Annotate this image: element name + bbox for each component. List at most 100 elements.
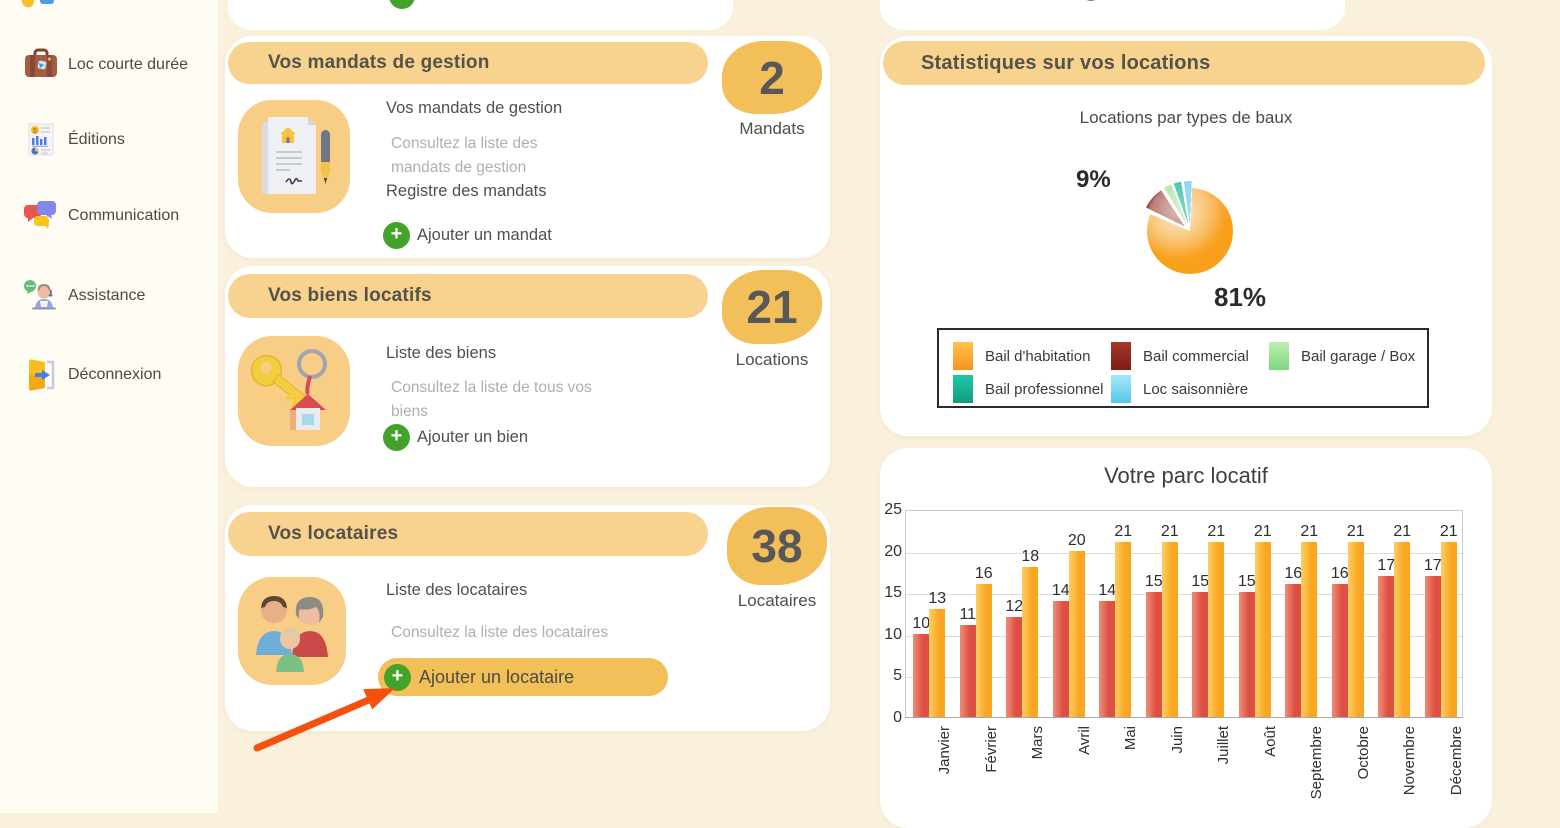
sidebar-item-label: Déconnexion	[68, 366, 162, 383]
mandats-count-label: Mandats	[739, 119, 805, 138]
partial-card-top-middle	[228, 0, 733, 30]
legend-label: Bail garage / Box	[1301, 347, 1416, 365]
bar-value-label: 14	[1051, 581, 1070, 599]
locataires-description: Consultez la liste des locataires	[391, 624, 609, 641]
bar-value-label: 10	[912, 614, 931, 632]
pie-chart	[1141, 181, 1233, 274]
pie-label-commercial: 9%	[1076, 166, 1111, 193]
legend-label: Bail professionnel	[985, 380, 1104, 398]
bar-value-label: 11	[959, 606, 977, 624]
bar-red-juin	[1145, 592, 1162, 717]
bar-value-label: 21	[1346, 523, 1365, 541]
y-tick-label: 15	[884, 584, 902, 602]
card-locataires-header: Vos locataires	[228, 512, 708, 556]
link-locataires-list[interactable]: Liste des locataires	[386, 581, 528, 599]
sidebar-item-communication[interactable]: Communication	[0, 197, 218, 237]
bar-value-label: 20	[1067, 531, 1086, 549]
locataires-count-label: Locataires	[737, 591, 817, 610]
bar-value-label: 21	[1160, 523, 1179, 541]
legend-item: Bail d'habitation	[953, 342, 1090, 370]
legend-swatch	[1111, 375, 1131, 403]
legend-item: Bail garage / Box	[1269, 342, 1415, 370]
add-locataire-button[interactable]: Ajouter un locataire	[378, 658, 668, 696]
bar-red-octobre	[1331, 583, 1348, 717]
legend-item: Loc saisonnière	[1111, 375, 1248, 403]
gridline	[906, 677, 1462, 679]
svg-text:$: $	[33, 128, 37, 135]
bar-yellow-juillet	[1208, 542, 1225, 717]
support-agent-icon	[22, 277, 60, 315]
bar-chart-title: Votre parc locatif	[1104, 463, 1268, 488]
bar-value-label: 16	[1284, 564, 1303, 582]
bar-value-label: 17	[1377, 556, 1396, 574]
x-tick-label-janvier: Janvier	[936, 726, 954, 775]
plus-icon	[384, 663, 411, 691]
add-mandat-button[interactable]: Ajouter un mandat	[383, 222, 552, 249]
bar-yellow-juin	[1161, 542, 1178, 717]
card-statistiques: Statistiques sur vos locations Locations…	[880, 36, 1492, 436]
sidebar: Loc courte durée $ Éditions Communicatio…	[0, 0, 218, 813]
card-mandats-header: Vos mandats de gestion	[228, 42, 708, 84]
partial-yellow-shape	[21, 0, 34, 8]
legend-swatch	[1111, 342, 1131, 370]
bar-yellow-octobre	[1347, 542, 1364, 717]
contract-icon	[238, 100, 350, 213]
card-biens: Vos biens locatifs 21 Locations Liste de…	[225, 266, 830, 487]
link-mandats-list[interactable]: Vos mandats de gestion	[386, 99, 563, 117]
sidebar-item-loc-courte-duree[interactable]: Loc courte durée	[0, 46, 218, 86]
x-tick-label-novembre: Novembre	[1401, 726, 1419, 796]
sidebar-item-editions[interactable]: $ Éditions	[0, 121, 218, 161]
gridline	[906, 594, 1462, 596]
partial-plus-icon	[1080, 0, 1102, 1]
bar-value-label: 14	[1098, 581, 1117, 599]
sidebar-partial-icon	[20, 0, 60, 10]
x-tick-label-avril: Avril	[1075, 726, 1093, 755]
x-tick-label-juillet: Juillet	[1215, 726, 1233, 765]
sidebar-item-label: Éditions	[68, 131, 125, 148]
bar-value-label: 15	[1237, 573, 1256, 591]
sidebar-item-label: Communication	[68, 207, 180, 224]
bar-red-novembre	[1378, 575, 1395, 717]
card-title: Vos biens locatifs	[268, 285, 432, 306]
legend-swatch	[953, 342, 973, 370]
partial-blue-shape	[40, 0, 54, 4]
bar-yellow-septembre	[1301, 542, 1318, 717]
partial-card-top-right	[880, 0, 1345, 30]
legend-swatch	[1269, 342, 1289, 370]
sidebar-item-deconnexion[interactable]: Déconnexion	[0, 356, 218, 396]
pie-label-habitation: 81%	[1214, 282, 1267, 312]
bar-value-label: 16	[974, 564, 993, 582]
bar-red-avril	[1052, 600, 1069, 717]
card-title: Vos locataires	[268, 523, 399, 544]
bar-yellow-novembre	[1394, 542, 1411, 717]
bar-red-février	[959, 625, 976, 717]
bar-red-mars	[1006, 617, 1023, 717]
x-tick-label-février: Février	[982, 726, 1000, 773]
pie-legend: Bail d'habitation Bail commercial Bail gar…	[937, 328, 1429, 408]
card-title: Vos mandats de gestion	[268, 52, 490, 73]
x-tick-label-octobre: Octobre	[1354, 726, 1372, 780]
bar-value-label: 15	[1191, 573, 1210, 591]
bar-value-label: 21	[1253, 523, 1272, 541]
bar-yellow-janvier	[929, 608, 946, 717]
bar-red-août	[1238, 592, 1255, 717]
link-registre-mandats[interactable]: Registre des mandats	[386, 182, 547, 200]
sidebar-item-assistance[interactable]: Assistance	[0, 277, 218, 317]
legend-label: Bail d'habitation	[985, 347, 1091, 365]
y-tick-label: 20	[884, 542, 902, 560]
x-tick-label-mai: Mai	[1122, 726, 1140, 751]
link-biens-list[interactable]: Liste des biens	[386, 344, 497, 362]
x-tick-label-septembre: Septembre	[1308, 726, 1326, 800]
add-bien-button[interactable]: Ajouter un bien	[383, 424, 528, 451]
legend-label: Loc saisonnière	[1143, 380, 1249, 398]
bar-red-janvier	[913, 633, 930, 717]
bar-value-label: 15	[1144, 573, 1163, 591]
bar-value-label: 18	[1021, 548, 1040, 566]
bar-yellow-août	[1254, 542, 1271, 717]
pie-slice-5	[1146, 181, 1233, 267]
x-tick-label-juin: Juin	[1168, 726, 1186, 754]
bar-yellow-décembre	[1440, 542, 1457, 717]
bar-red-juillet	[1192, 592, 1209, 717]
family-icon	[238, 577, 346, 685]
